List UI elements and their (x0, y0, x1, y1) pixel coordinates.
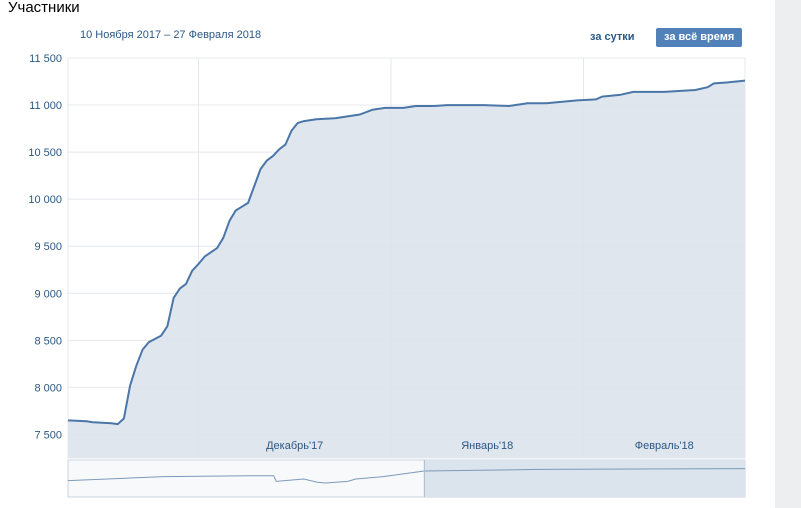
y-tick-label: 11 500 (29, 53, 62, 65)
per-day-button[interactable]: за сутки (590, 31, 635, 43)
navigator-line (67, 468, 746, 484)
y-tick-label: 11 000 (29, 100, 62, 112)
x-tick-label: Декабрь'17 (266, 440, 323, 452)
members-area (68, 80, 745, 458)
y-tick-label: 9 500 (34, 241, 62, 253)
page-title: Участники (8, 0, 80, 16)
x-tick-label: Февраль'18 (635, 440, 694, 452)
x-tick-label: Январь'18 (461, 440, 513, 452)
date-range-label: 10 Ноября 2017 – 27 Февраля 2018 (80, 29, 262, 41)
y-tick-label: 10 500 (28, 147, 62, 159)
y-tick-label: 10 000 (28, 194, 62, 206)
page-side-strip (775, 0, 801, 508)
navigator-window (424, 460, 745, 497)
members-line (67, 79, 746, 426)
y-tick-label: 9 000 (34, 288, 62, 300)
y-tick-label: 7 500 (34, 429, 62, 441)
y-tick-label: 8 000 (34, 382, 62, 394)
all-time-button[interactable]: за всё время (656, 28, 743, 47)
y-tick-label: 8 500 (34, 335, 62, 347)
